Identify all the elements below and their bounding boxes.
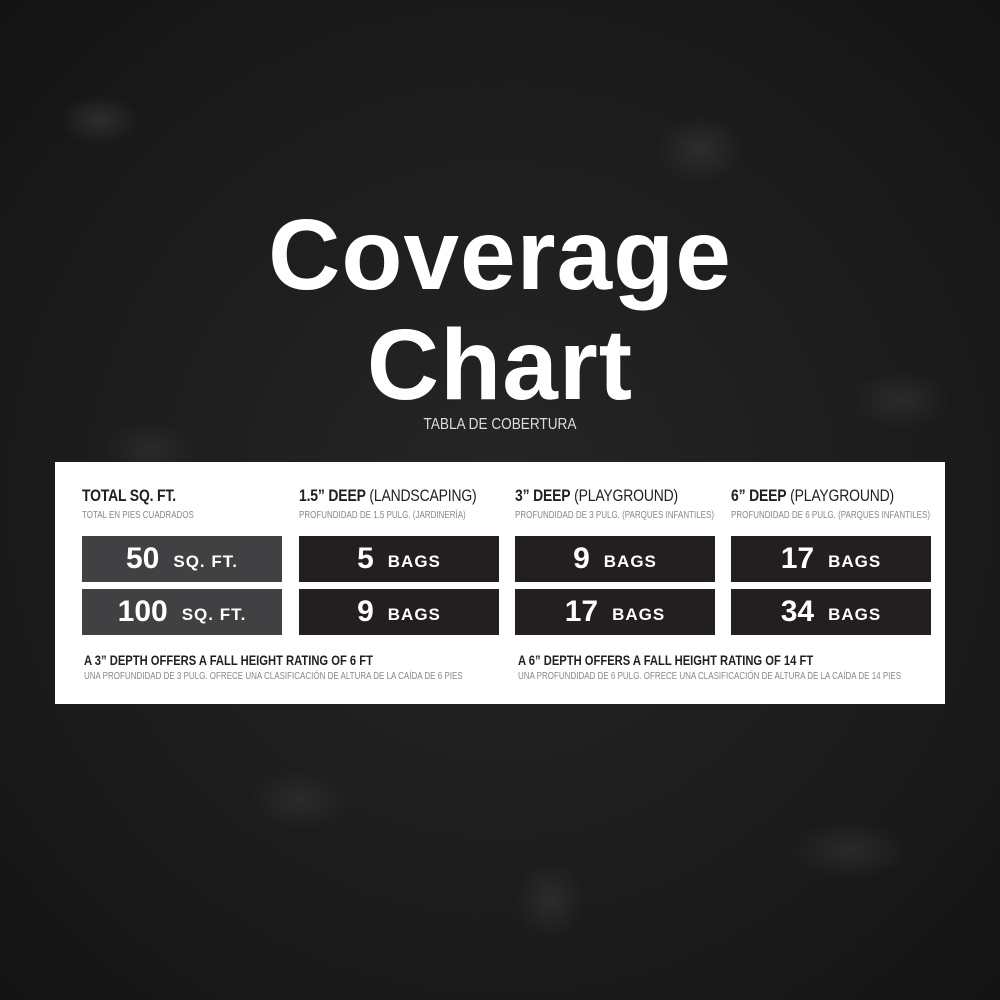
table-cell: 34 BAGS — [731, 589, 931, 635]
note-subtext: UNA PROFUNDIDAD DE 6 PULG. OFRECE UNA CL… — [518, 671, 902, 682]
column-total-sq-ft: TOTAL SQ. FT. TOTAL EN PIES CUADRADOS 50… — [82, 486, 282, 635]
table-cell: 17 BAGS — [515, 589, 715, 635]
table-cell: 9 BAGS — [515, 536, 715, 582]
coverage-table: TOTAL SQ. FT. TOTAL EN PIES CUADRADOS 50… — [55, 462, 945, 704]
note-text: A 6” DEPTH OFFERS A FALL HEIGHT RATING O… — [518, 652, 814, 668]
column-header: 6” DEEP (PLAYGROUND) — [731, 486, 895, 505]
subtitle: TABLA DE COBERTURA — [423, 416, 577, 433]
table-cell: 100 SQ. FT. — [82, 589, 282, 635]
note-subtext: UNA PROFUNDIDAD DE 3 PULG. OFRECE UNA CL… — [84, 671, 463, 682]
column-1-5-deep: 1.5” DEEP (LANDSCAPING) PROFUNDIDAD DE 1… — [299, 486, 499, 635]
title-line-2: Chart — [366, 309, 634, 421]
column-subheader: PROFUNDIDAD DE 3 PULG. (PARQUES INFANTIL… — [515, 510, 714, 521]
column-subheader: PROFUNDIDAD DE 1.5 PULG. (JARDINERÍA) — [299, 510, 466, 521]
column-header: TOTAL SQ. FT. — [82, 486, 176, 505]
note-text: A 3” DEPTH OFFERS A FALL HEIGHT RATING O… — [84, 652, 373, 668]
column-3-deep: 3” DEEP (PLAYGROUND) PROFUNDIDAD DE 3 PU… — [515, 486, 715, 635]
column-header: 1.5” DEEP (LANDSCAPING) — [299, 486, 477, 505]
column-header: 3” DEEP (PLAYGROUND) — [515, 486, 679, 505]
fall-height-note-6in: A 6” DEPTH OFFERS A FALL HEIGHT RATING O… — [518, 652, 997, 682]
title-line-1: Coverage — [268, 199, 732, 311]
column-6-deep: 6” DEEP (PLAYGROUND) PROFUNDIDAD DE 6 PU… — [731, 486, 931, 635]
fall-height-note-3in: A 3” DEPTH OFFERS A FALL HEIGHT RATING O… — [84, 652, 557, 682]
column-subheader: PROFUNDIDAD DE 6 PULG. (PARQUES INFANTIL… — [731, 510, 930, 521]
table-cell: 17 BAGS — [731, 536, 931, 582]
table-cell: 50 SQ. FT. — [82, 536, 282, 582]
column-subheader: TOTAL EN PIES CUADRADOS — [82, 510, 194, 521]
table-cell: 9 BAGS — [299, 589, 499, 635]
table-cell: 5 BAGS — [299, 536, 499, 582]
